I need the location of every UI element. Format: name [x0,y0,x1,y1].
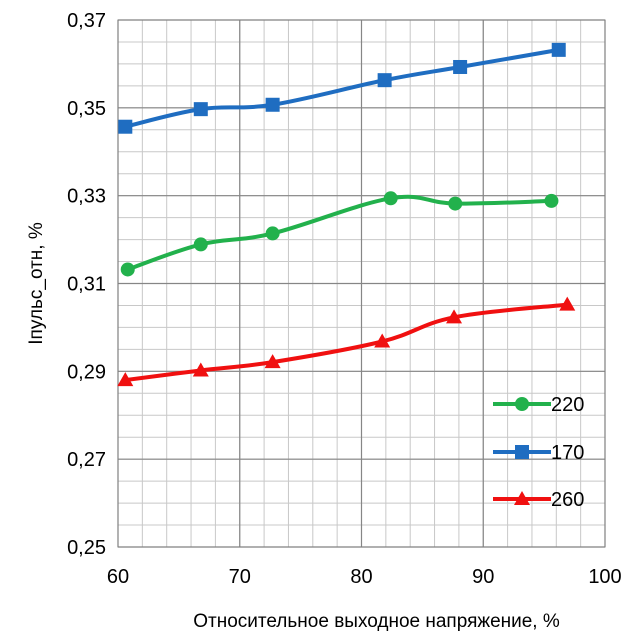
y-tick-label: 0,37 [67,10,106,32]
data-point-260 [559,296,576,311]
x-tick-label: 100 [588,566,621,588]
x-tick-label: 80 [350,566,372,588]
series-170 [118,42,566,134]
legend-swatch-marker [514,491,530,505]
y-axis-title: Iпульс_отн, % [26,222,47,345]
data-point-220 [544,193,559,208]
series-line-260 [123,302,570,383]
data-point-220 [193,237,208,252]
data-point-170 [193,102,208,117]
y-tick-label: 0,25 [67,537,106,559]
series-220 [120,191,559,277]
series-line-170 [123,47,561,129]
legend-label: 170 [551,442,584,464]
legend-item-170: 170 [493,442,584,464]
legend-label: 220 [551,394,584,416]
data-point-260 [192,362,209,377]
legend-item-260: 260 [493,489,584,511]
y-tick-label: 0,33 [67,186,106,208]
data-point-260 [117,372,134,387]
data-point-170 [118,119,133,134]
data-point-170 [453,59,468,74]
plot-area-frame [117,19,606,548]
x-tick-label: 70 [229,566,251,588]
x-axis-title: Относительное выходное напряжение, % [193,611,560,632]
data-point-220 [383,191,398,206]
legend-swatch-marker [515,397,529,411]
y-axis-ticks: 0,25 0,27 0,29 0,31 0,33 0,35 0,37 [67,10,106,559]
data-point-260 [446,309,463,324]
x-tick-label: 60 [107,566,129,588]
x-tick-label: 90 [472,566,494,588]
series-260 [117,296,576,387]
legend: 220 170 260 [493,394,584,511]
data-point-260 [374,333,391,348]
data-point-170 [265,97,280,112]
data-point-220 [120,262,135,277]
data-point-220 [265,226,280,241]
legend-label: 260 [551,489,584,511]
y-tick-label: 0,31 [67,274,106,296]
series-layer [117,42,576,387]
data-point-170 [551,42,566,57]
x-axis-ticks: 60 70 80 90 100 [107,566,622,588]
y-tick-label: 0,29 [67,361,106,383]
data-point-170 [377,73,392,88]
y-tick-label: 0,27 [67,449,106,471]
legend-swatch-marker [515,445,529,459]
y-tick-label: 0,35 [67,98,106,120]
legend-item-220: 220 [493,394,584,416]
data-point-220 [448,196,463,211]
data-point-260 [264,354,281,369]
